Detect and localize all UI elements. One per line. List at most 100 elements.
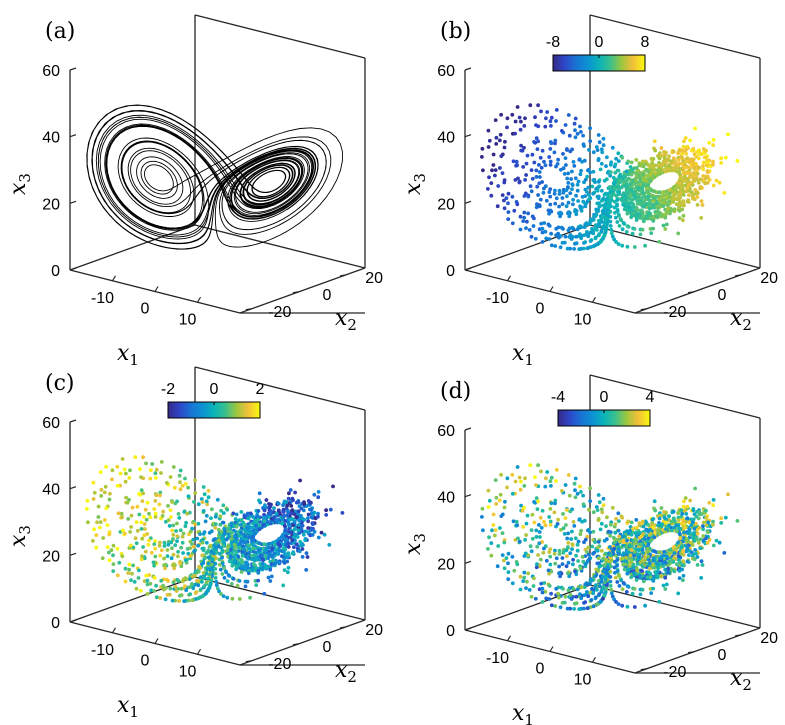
trajectory-point <box>486 505 491 509</box>
trajectory-point <box>553 138 558 143</box>
trajectory-point <box>515 202 520 207</box>
trajectory-point <box>548 554 553 559</box>
trajectory-point <box>707 537 712 542</box>
trajectory-point <box>547 155 552 159</box>
trajectory-point <box>571 587 576 591</box>
trajectory-point <box>518 574 523 579</box>
trajectory-point <box>635 206 639 211</box>
trajectory-point <box>719 516 723 521</box>
trajectory-point <box>678 536 683 541</box>
trajectory-point <box>540 590 545 595</box>
trajectory-point <box>635 561 640 566</box>
trajectory-point <box>657 156 662 161</box>
x3-tick-label: 60 <box>437 63 455 80</box>
trajectory-point <box>587 508 591 512</box>
trajectory-point <box>676 518 681 522</box>
trajectory-point <box>560 562 565 566</box>
trajectory-point <box>134 520 139 524</box>
trajectory-point <box>624 185 629 189</box>
trajectory-point <box>118 471 123 476</box>
trajectory-point <box>293 532 298 537</box>
trajectory-point <box>616 168 621 173</box>
trajectory-point <box>200 580 204 584</box>
trajectory-point <box>614 177 619 182</box>
trajectory-point <box>695 195 700 199</box>
trajectory-point <box>604 164 608 169</box>
trajectory-point <box>552 551 557 556</box>
trajectory-point <box>183 476 187 481</box>
trajectory-point <box>608 533 613 538</box>
trajectory-point <box>532 520 537 525</box>
trajectory-point <box>131 563 136 568</box>
trajectory-point <box>621 551 626 556</box>
trajectory-point <box>142 515 146 519</box>
trajectory-point <box>565 194 569 199</box>
trajectory-point <box>540 230 545 235</box>
trajectory-point <box>642 177 647 181</box>
trajectory-point <box>615 580 620 584</box>
trajectory-point <box>535 202 539 207</box>
trajectory-point <box>628 193 633 198</box>
trajectory-point <box>529 234 534 239</box>
trajectory-point <box>237 534 242 538</box>
trajectory-point <box>689 523 694 527</box>
trajectory-point <box>199 497 204 501</box>
trajectory-point <box>685 516 690 521</box>
trajectory-point <box>547 584 552 588</box>
trajectory-point <box>286 496 291 501</box>
trajectory-point <box>290 496 295 501</box>
trajectory-point <box>514 519 519 524</box>
trajectory-point <box>168 475 173 479</box>
trajectory-point <box>652 175 657 180</box>
trajectory-point <box>154 467 159 472</box>
trajectory-point <box>523 116 527 121</box>
trajectory-point <box>221 544 226 548</box>
trajectory-point <box>221 594 226 598</box>
trajectory-point <box>549 484 553 488</box>
trajectory-point <box>319 530 324 535</box>
x3-tick-label: 0 <box>446 623 455 640</box>
trajectory-point <box>230 530 234 535</box>
trajectory-point <box>649 171 653 176</box>
trajectory-point <box>503 499 507 504</box>
trajectory-point <box>629 575 634 580</box>
trajectory-point <box>585 174 589 179</box>
trajectory-point <box>658 202 663 207</box>
trajectory-point <box>198 532 202 536</box>
x3-tick-label: 0 <box>51 615 60 632</box>
trajectory-point <box>190 582 194 586</box>
trajectory-point <box>542 581 547 585</box>
trajectory-point <box>537 523 541 527</box>
trajectory-point <box>675 202 679 207</box>
trajectory-point <box>593 583 598 587</box>
trajectory-point <box>107 558 112 563</box>
trajectory-point <box>616 187 621 192</box>
colorbar-tick-label: 0 <box>600 389 609 406</box>
x3-tick-mark <box>69 486 77 490</box>
trajectory-point <box>698 177 703 182</box>
trajectory-point <box>257 557 262 562</box>
trajectory-point <box>557 595 561 600</box>
trajectory-point <box>306 519 310 524</box>
trajectory-point <box>340 511 345 515</box>
trajectory-point <box>676 591 681 596</box>
trajectory-point <box>690 183 695 187</box>
trajectory-point <box>629 520 634 525</box>
trajectory-point <box>123 566 128 571</box>
trajectory-point <box>190 574 195 579</box>
trajectory-point <box>229 582 234 586</box>
trajectory-point <box>481 168 485 173</box>
trajectory-point <box>599 161 604 166</box>
trajectory-point <box>204 580 209 585</box>
trajectory-point <box>297 518 302 523</box>
trajectory-point <box>547 237 552 241</box>
trajectory-point <box>495 564 500 569</box>
trajectory-point <box>152 563 157 568</box>
trajectory-point <box>573 488 577 493</box>
trajectory-point <box>571 202 575 207</box>
trajectory-point <box>227 559 232 564</box>
floor-back-left <box>464 584 591 631</box>
trajectory-point <box>596 517 601 521</box>
trajectory-point <box>685 559 690 564</box>
